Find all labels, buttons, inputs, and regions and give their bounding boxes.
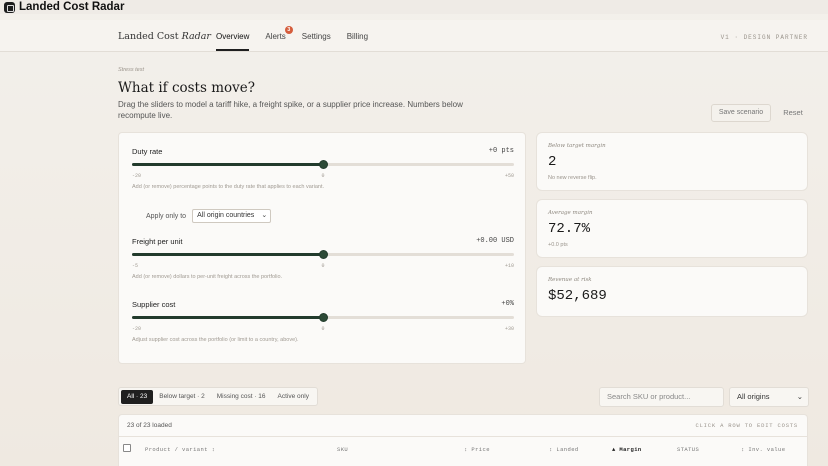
plan-label: V1 · DESIGN PARTNER [720,34,808,41]
freight-help: Add (or remove) dollars to per-unit frei… [132,274,283,280]
apply-only-label: Apply only to [146,212,187,220]
alerts-count-badge: 3 [284,26,293,34]
revenue-at-risk-card: Revenue at risk $52,689 [536,266,808,317]
save-scenario-button[interactable]: Save scenario [711,104,771,122]
duty-rate-fill [132,163,323,166]
window-title: Landed Cost Radar [19,1,125,13]
col-margin[interactable]: ▲ Margin [612,446,642,453]
tick-mid: 0 [321,326,325,332]
tab-billing[interactable]: Billing [346,32,369,41]
chip-below-target[interactable]: Below target · 2 [159,392,205,400]
tab-settings[interactable]: Settings [301,32,331,41]
supplier-value: +0% [501,300,514,308]
duty-rate-thumb[interactable] [318,160,328,169]
duty-rate-label: Duty rate [132,147,163,156]
section-eyebrow: Stress test [118,67,144,73]
select-all-checkbox[interactable] [123,444,131,452]
supplier-help: Adjust supplier cost across the portfoli… [132,337,299,343]
col-status[interactable]: STATUS [677,446,700,453]
chip-active-only[interactable]: Active only [277,392,309,400]
app-header: Landed Cost Radar Overview Alerts 3 Sett… [0,20,828,52]
chip-missing-cost[interactable]: Missing cost · 16 [216,392,266,400]
card-label: Average margin [548,210,593,216]
origin-country-value: All origin countries [197,212,255,219]
card-value: $52,689 [548,288,607,304]
brand-logo[interactable]: Landed Cost Radar [118,31,211,42]
tick-min: -5 [132,263,139,269]
search-input[interactable]: Search SKU or product... [599,387,724,407]
tick-min: -20 [132,173,142,179]
tab-alerts[interactable]: Alerts 3 [265,26,293,52]
col-inv-value[interactable]: ↕ Inv. value [741,446,786,453]
col-product[interactable]: Product / variant ↕ [145,446,216,453]
table-hint: CLICK A ROW TO EDIT COSTS [695,422,798,429]
below-target-card: Below target margin 2 No new reverse fli… [536,132,808,191]
page-description: Drag the sliders to model a tariff hike,… [118,100,463,120]
freight-ticks: -5 0 +10 [132,263,514,270]
table-header: Product / variant ↕ SKU ↕ Price ↕ Landed… [119,436,807,456]
supplier-fill [132,316,323,319]
col-landed[interactable]: ↕ Landed [549,446,579,453]
card-sub: No new reverse flip. [548,175,597,181]
chevron-down-icon: ⌄ [261,212,268,219]
freight-value: +0.00 USD [476,237,514,245]
card-value: 72.7% [548,221,591,237]
freight-thumb[interactable] [318,250,328,259]
supplier-label: Supplier cost [132,300,176,309]
brand-italic: Radar [181,31,211,42]
page-title: What if costs move? [118,80,255,96]
duty-rate-value: +0 pts [488,147,514,155]
origin-country-select[interactable]: All origin countries ⌄ [192,209,272,223]
sku-table: 23 of 23 loaded CLICK A ROW TO EDIT COST… [118,414,808,466]
tab-alerts-label: Alerts [265,32,286,41]
supplier-slider[interactable] [132,313,514,322]
freight-label: Freight per unit [132,237,183,246]
card-value: 2 [548,154,557,170]
tick-mid: 0 [321,173,325,179]
window-title-bar: Landed Cost Radar [0,0,828,14]
col-price[interactable]: ↕ Price [464,446,490,453]
chip-all[interactable]: All · 23 [121,389,154,404]
supplier-thumb[interactable] [318,313,328,322]
main-nav: Overview Alerts 3 Settings Billing [216,26,369,52]
tick-max: +50 [504,173,514,179]
tick-max: +30 [504,326,514,332]
filter-chips: All · 23 Below target · 2 Missing cost ·… [118,387,318,406]
tick-mid: 0 [321,263,325,269]
rows-loaded-count: 23 of 23 loaded [127,422,172,429]
duty-rate-slider[interactable] [132,160,514,169]
scenario-panel: Duty rate +0 pts -20 0 +50 Add (or remov… [118,132,526,364]
duty-rate-ticks: -20 0 +50 [132,173,514,180]
freight-slider[interactable] [132,250,514,259]
freight-fill [132,253,323,256]
chevron-down-icon: ⌄ [796,392,803,401]
duty-rate-help: Add (or remove) percentage points to the… [132,184,325,190]
app-icon [4,1,15,13]
tick-min: -20 [132,326,142,332]
reset-button[interactable]: Reset [783,108,803,117]
apply-filter-row: Apply only to All origin countries ⌄ [146,209,272,223]
origins-select-value: All origins [737,392,770,401]
brand-main: Landed Cost [118,31,179,42]
tab-overview[interactable]: Overview [216,32,250,52]
supplier-ticks: -20 0 +30 [132,326,514,333]
tick-max: +10 [504,263,514,269]
card-sub: +0.0 pts [548,242,568,248]
card-label: Revenue at risk [548,277,592,283]
origins-select[interactable]: All origins ⌄ [729,387,809,407]
card-label: Below target margin [548,143,606,149]
col-sku[interactable]: SKU [337,446,349,453]
average-margin-card: Average margin 72.7% +0.0 pts [536,199,808,258]
